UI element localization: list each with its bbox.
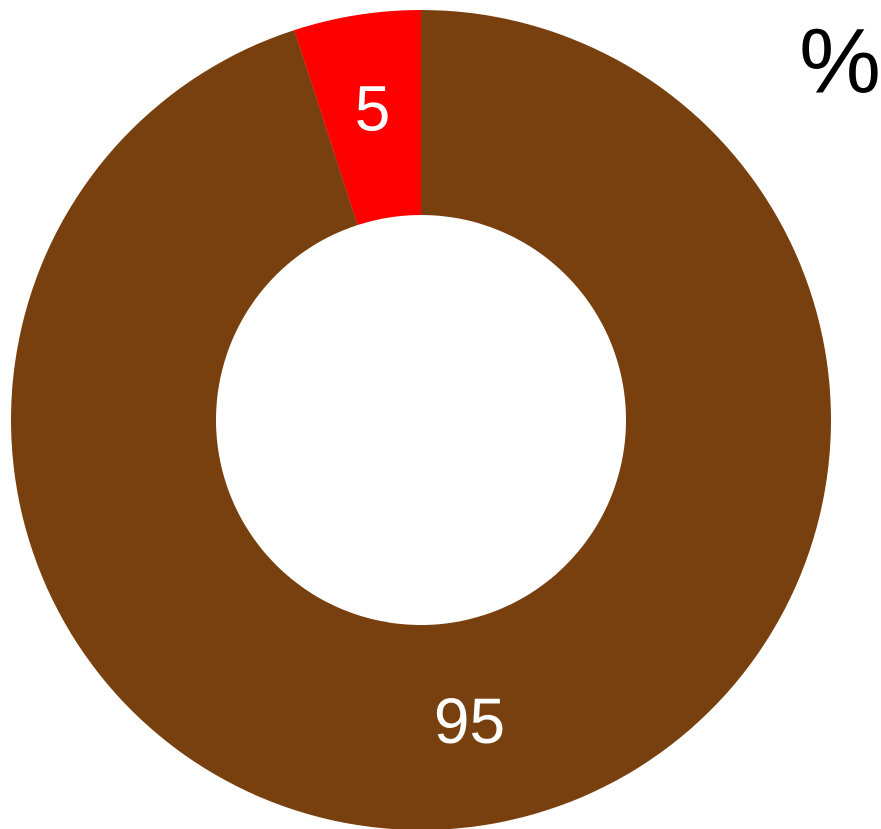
donut-segment xyxy=(294,10,421,226)
donut-segment xyxy=(11,10,831,829)
data-label: 95 xyxy=(434,685,505,757)
data-label: 5 xyxy=(355,73,391,145)
chart-title: % xyxy=(799,10,881,112)
